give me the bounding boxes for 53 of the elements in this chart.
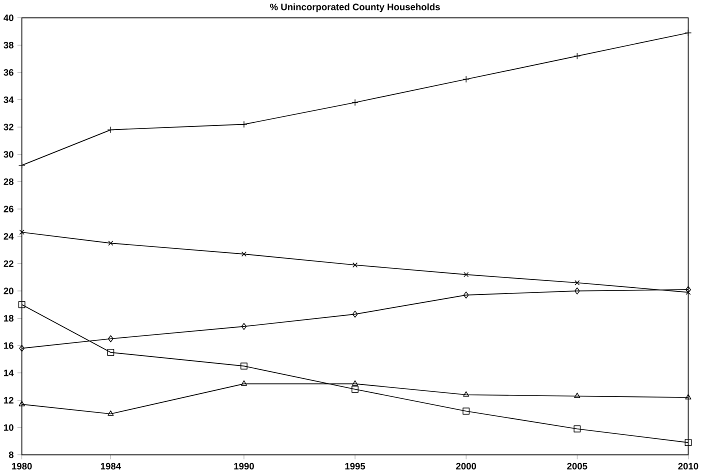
- point: [18, 400, 25, 406]
- x-tick-label: 1990: [234, 462, 254, 470]
- point: [241, 323, 247, 330]
- point: [463, 391, 470, 397]
- point: [574, 392, 580, 398]
- point: [240, 362, 248, 370]
- y-tick-label: 10: [4, 424, 14, 431]
- y-tick-label: 40: [4, 14, 14, 22]
- x-tick-label: 2000: [456, 462, 476, 470]
- point: [574, 425, 581, 432]
- chart-title: % Unincorporated County Households: [270, 3, 440, 12]
- y-tick-label: 24: [4, 233, 14, 240]
- y-tick-label: 22: [4, 260, 14, 267]
- y-tick-label: 32: [4, 124, 14, 130]
- x-tick-label: 1980: [12, 462, 32, 470]
- point: [686, 286, 691, 294]
- x-tick-label: 2010: [678, 462, 698, 470]
- y-tick-label: 14: [4, 370, 14, 376]
- y-tick-label: 8: [8, 452, 14, 458]
- point: [684, 439, 692, 446]
- point: [574, 280, 580, 286]
- y-tick-label: 34: [4, 96, 14, 104]
- point: [108, 410, 114, 416]
- y-tick-label: 36: [4, 69, 14, 76]
- point: [352, 310, 358, 318]
- point: [108, 335, 114, 342]
- point: [241, 252, 247, 257]
- y-tick-label: 38: [4, 42, 14, 48]
- x-tick-label: 1984: [100, 462, 121, 470]
- point: [107, 348, 114, 356]
- y-tick-label: 30: [4, 151, 14, 158]
- point: [462, 408, 470, 415]
- point: [19, 344, 25, 352]
- x-tick-label: 1995: [345, 462, 366, 470]
- y-tick-label: 28: [4, 178, 14, 186]
- point: [574, 288, 580, 294]
- y-tick-label: 16: [4, 342, 14, 349]
- point: [108, 240, 114, 246]
- y-tick-label: 20: [4, 288, 14, 294]
- point: [240, 380, 248, 386]
- y-tick-label: 26: [4, 206, 14, 212]
- point: [686, 290, 691, 295]
- y-tick-label: 18: [4, 315, 14, 322]
- point: [19, 230, 24, 235]
- point: [352, 386, 358, 393]
- point: [352, 262, 358, 268]
- point: [464, 272, 469, 278]
- x-tick-label: 2005: [567, 462, 588, 470]
- y-tick-label: 12: [4, 396, 14, 404]
- point: [685, 394, 692, 400]
- point: [18, 301, 26, 308]
- point: [352, 380, 358, 386]
- point: [463, 292, 469, 299]
